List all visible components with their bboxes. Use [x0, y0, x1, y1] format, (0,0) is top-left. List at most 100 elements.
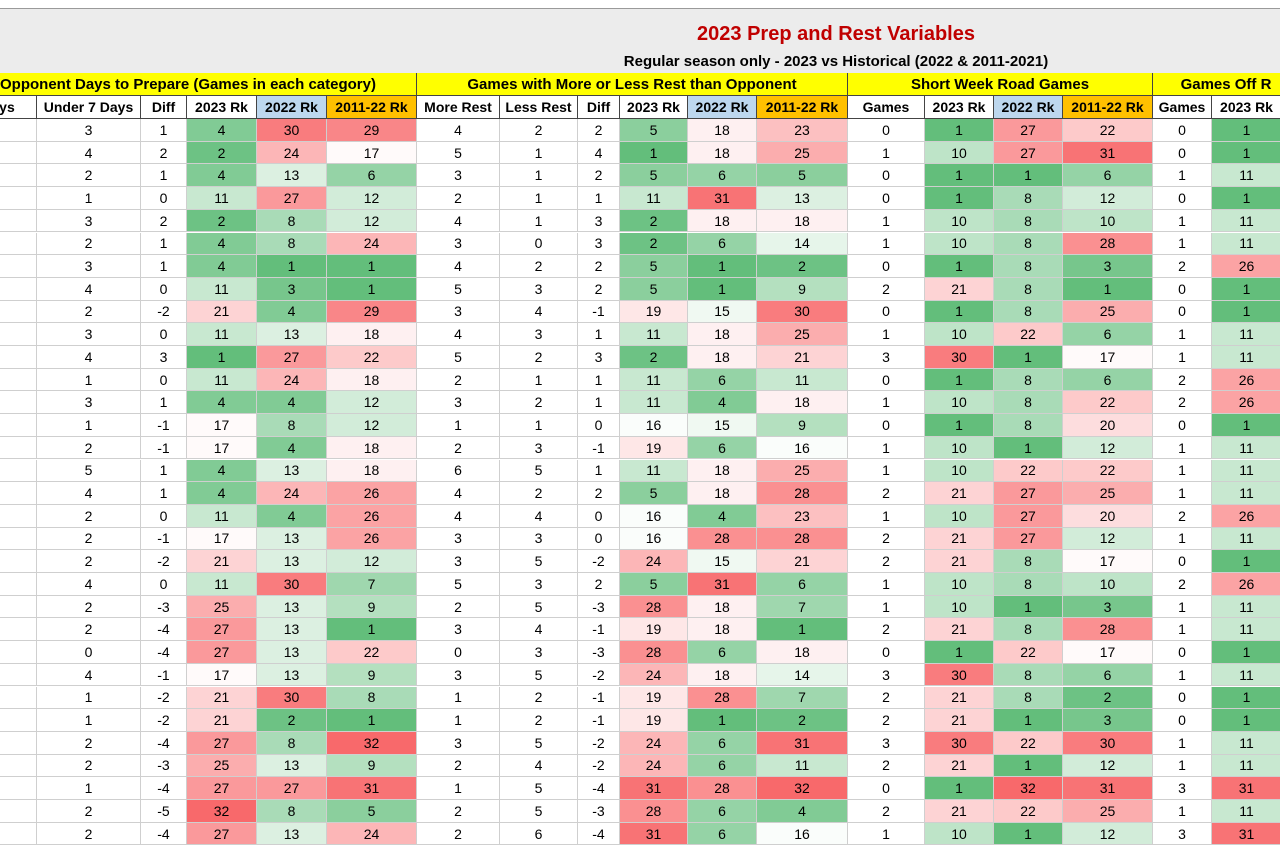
cell [0, 686, 37, 710]
cell: 28 [620, 641, 688, 664]
cell: 10 [925, 323, 994, 346]
cell: 1 [141, 482, 187, 505]
cell: 11 [757, 754, 848, 778]
cell: 0 [848, 187, 925, 210]
cell: -3 [141, 595, 187, 619]
cell: 1 [500, 187, 578, 210]
cell: 5 [500, 800, 578, 823]
cell: 3 [417, 731, 500, 755]
cell: 2 [141, 209, 187, 233]
cell: 2 [37, 527, 141, 551]
cell: 23 [757, 119, 848, 142]
cell: 5 [37, 459, 141, 483]
cell: 0 [1153, 141, 1212, 165]
cell [0, 414, 37, 437]
title: 2023 Prep and Rest Variables [697, 23, 975, 45]
group-header: Opponent Days to Prepare (Games in each … [0, 73, 417, 96]
title-area: 2023 Prep and Rest Variables Regular sea… [0, 8, 1280, 74]
cell [0, 187, 37, 210]
cell: 2 [1153, 255, 1212, 278]
cell: 12 [1063, 436, 1153, 460]
column-header: Under 7 Days [37, 96, 141, 119]
cell: 29 [327, 300, 417, 324]
cell: 3 [37, 119, 141, 142]
cell: 1 [37, 777, 141, 800]
cell [0, 141, 37, 165]
cell: 11 [620, 323, 688, 346]
cell: 24 [257, 482, 327, 505]
cell [0, 663, 37, 687]
cell: 3 [417, 550, 500, 573]
cell: 1 [848, 323, 925, 346]
cell: 5 [417, 141, 500, 165]
cell: 8 [994, 187, 1063, 210]
cell: 4 [187, 459, 257, 483]
cell: 2 [848, 686, 925, 710]
cell: 3 [257, 277, 327, 301]
cell: 1 [994, 709, 1063, 732]
cell: 1 [578, 459, 620, 483]
cell: 2 [37, 300, 141, 324]
cell: 13 [257, 618, 327, 642]
column-header: 2022 Rk [688, 96, 757, 119]
cell: 1 [417, 777, 500, 800]
cell: 3 [417, 391, 500, 415]
cell: 2 [848, 527, 925, 551]
cell: 3 [1063, 709, 1153, 732]
column-header: Days [0, 96, 37, 119]
cell: 12 [1063, 527, 1153, 551]
cell: 10 [1063, 573, 1153, 596]
cell: 31 [620, 777, 688, 800]
cell: 11 [1212, 595, 1280, 619]
cell: 0 [141, 323, 187, 346]
cell: 0 [848, 777, 925, 800]
cell: 9 [327, 754, 417, 778]
cell: 27 [187, 641, 257, 664]
cell: 0 [141, 277, 187, 301]
cell: 26 [327, 527, 417, 551]
cell: 3 [848, 346, 925, 369]
cell: -4 [141, 822, 187, 846]
cell [0, 368, 37, 392]
column-header: 2023 Rk [1212, 96, 1280, 119]
cell: 3 [417, 663, 500, 687]
cell: 1 [925, 255, 994, 278]
cell: 8 [994, 618, 1063, 642]
cell: 22 [1063, 391, 1153, 415]
cell [0, 709, 37, 732]
cell: 2 [37, 800, 141, 823]
cell: 8 [994, 209, 1063, 233]
cell: 10 [925, 822, 994, 846]
cell: 2 [417, 800, 500, 823]
cell: 6 [688, 800, 757, 823]
cell: 4 [187, 232, 257, 256]
cell: 25 [757, 141, 848, 165]
cell: 8 [994, 368, 1063, 392]
cell: 13 [257, 822, 327, 846]
cell: 24 [620, 754, 688, 778]
cell: 1 [500, 141, 578, 165]
cell: 5 [500, 459, 578, 483]
cell: 27 [187, 731, 257, 755]
cell: 8 [994, 300, 1063, 324]
cell: 1 [1153, 754, 1212, 778]
cell: 4 [417, 255, 500, 278]
cell: 1 [688, 709, 757, 732]
cell: 2 [757, 255, 848, 278]
cell: 24 [327, 232, 417, 256]
cell: -2 [141, 686, 187, 710]
cell: -1 [578, 436, 620, 460]
cell: 21 [757, 550, 848, 573]
cell: 1 [500, 209, 578, 233]
subtitle: Regular season only - 2023 vs Historical… [623, 53, 1049, 70]
cell: 21 [925, 618, 994, 642]
cell: 2 [620, 232, 688, 256]
cell: 1 [1153, 731, 1212, 755]
cell: 11 [620, 187, 688, 210]
cell: 6 [757, 573, 848, 596]
cell: 2 [187, 141, 257, 165]
cell: 30 [757, 300, 848, 324]
cell: 6 [688, 641, 757, 664]
cell: 5 [620, 573, 688, 596]
cell: 18 [688, 346, 757, 369]
